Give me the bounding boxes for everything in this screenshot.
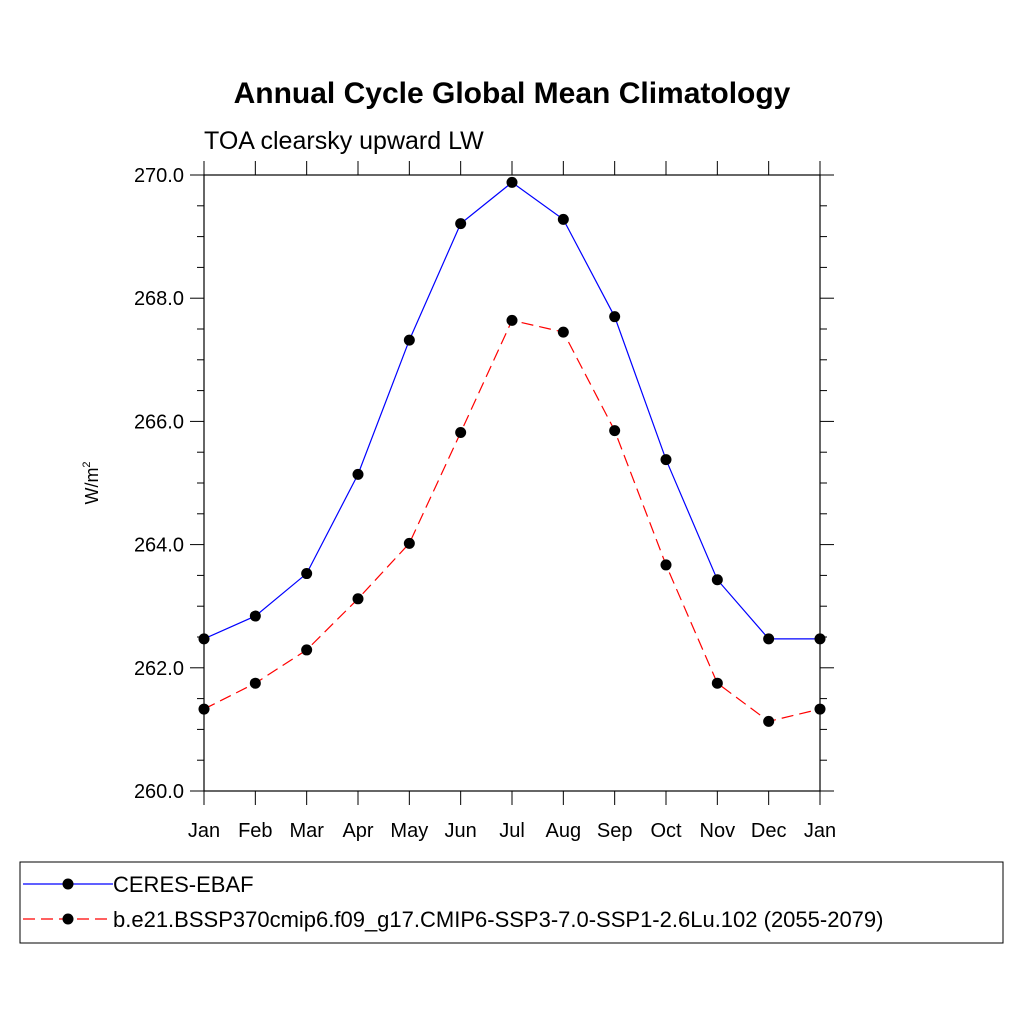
legend-entry: CERES-EBAF <box>23 872 254 897</box>
data-point <box>660 454 672 466</box>
data-point <box>301 568 313 580</box>
series-layer <box>198 176 826 727</box>
axis-ticks <box>190 161 834 805</box>
data-point <box>609 311 621 323</box>
data-point <box>352 593 364 605</box>
data-point <box>301 644 313 656</box>
y-axis-label-text: W/m <box>82 468 102 505</box>
data-point <box>506 176 518 188</box>
y-tick-label: 266.0 <box>134 411 184 433</box>
data-point <box>506 314 518 326</box>
legend-box <box>19 861 1004 944</box>
data-point <box>711 574 723 586</box>
data-point <box>249 677 261 689</box>
data-point <box>249 610 261 622</box>
data-point <box>814 703 826 715</box>
svg-text:W/m2: W/m2 <box>81 461 102 504</box>
data-point <box>403 537 415 549</box>
data-point <box>455 426 467 438</box>
x-tick-label: Oct <box>650 820 682 842</box>
data-point <box>557 326 569 338</box>
series-1 <box>198 176 826 645</box>
chart-title: Annual Cycle Global Mean Climatology <box>234 77 791 110</box>
data-point <box>403 334 415 346</box>
data-point <box>711 677 723 689</box>
x-tick-label: Mar <box>289 820 324 842</box>
series-line <box>203 181 820 640</box>
x-tick-label: Jul <box>499 820 525 842</box>
x-tick-label: Sep <box>597 820 633 842</box>
x-tick-label: Apr <box>342 820 373 842</box>
legend-entry: b.e21.BSSP370cmip6.f09_g17.CMIP6-SSP3-7.… <box>23 907 883 932</box>
x-tick-label: Feb <box>238 820 272 842</box>
data-point <box>814 633 826 645</box>
data-point <box>660 559 672 571</box>
x-tick-label: Aug <box>546 820 582 842</box>
legend-marker <box>62 878 74 890</box>
data-point <box>455 218 467 230</box>
y-tick-label: 268.0 <box>134 288 184 310</box>
data-point <box>609 425 621 437</box>
data-point <box>557 213 569 225</box>
x-tick-label: Jan <box>188 820 220 842</box>
y-tick-label: 270.0 <box>134 165 184 187</box>
series-line <box>203 319 821 723</box>
y-tick-label: 264.0 <box>134 535 184 557</box>
data-point <box>352 468 364 480</box>
x-tick-label: Jan <box>804 820 836 842</box>
legend-label: CERES-EBAF <box>113 872 254 897</box>
axis-tick-labels: Jan Feb Mar Apr May Jun Jul Aug Sep Oct Nov Dec Jan2… <box>134 165 836 842</box>
plot-frame <box>203 174 821 792</box>
legend-label: b.e21.BSSP370cmip6.f09_g17.CMIP6-SSP3-7.… <box>113 907 883 932</box>
chart-subtitle: TOA clearsky upward LW <box>204 127 484 155</box>
y-tick-label: 262.0 <box>134 658 184 680</box>
y-axis-label: W/m2 <box>81 461 102 504</box>
legend: CERES-EBAF b.e21.BSSP370cmip6.f09_g17.CMI… <box>23 872 883 932</box>
x-tick-label: Nov <box>700 820 736 842</box>
data-point <box>198 633 210 645</box>
data-point <box>763 715 775 727</box>
x-tick-label: Jun <box>445 820 477 842</box>
data-point <box>198 703 210 715</box>
legend-marker <box>62 913 74 925</box>
x-tick-label: May <box>390 820 428 842</box>
series-2 <box>198 314 826 727</box>
data-point <box>763 633 775 645</box>
y-tick-label: 260.0 <box>134 781 184 803</box>
y-axis-label-superscript: 2 <box>81 461 93 467</box>
x-tick-label: Dec <box>751 820 787 842</box>
